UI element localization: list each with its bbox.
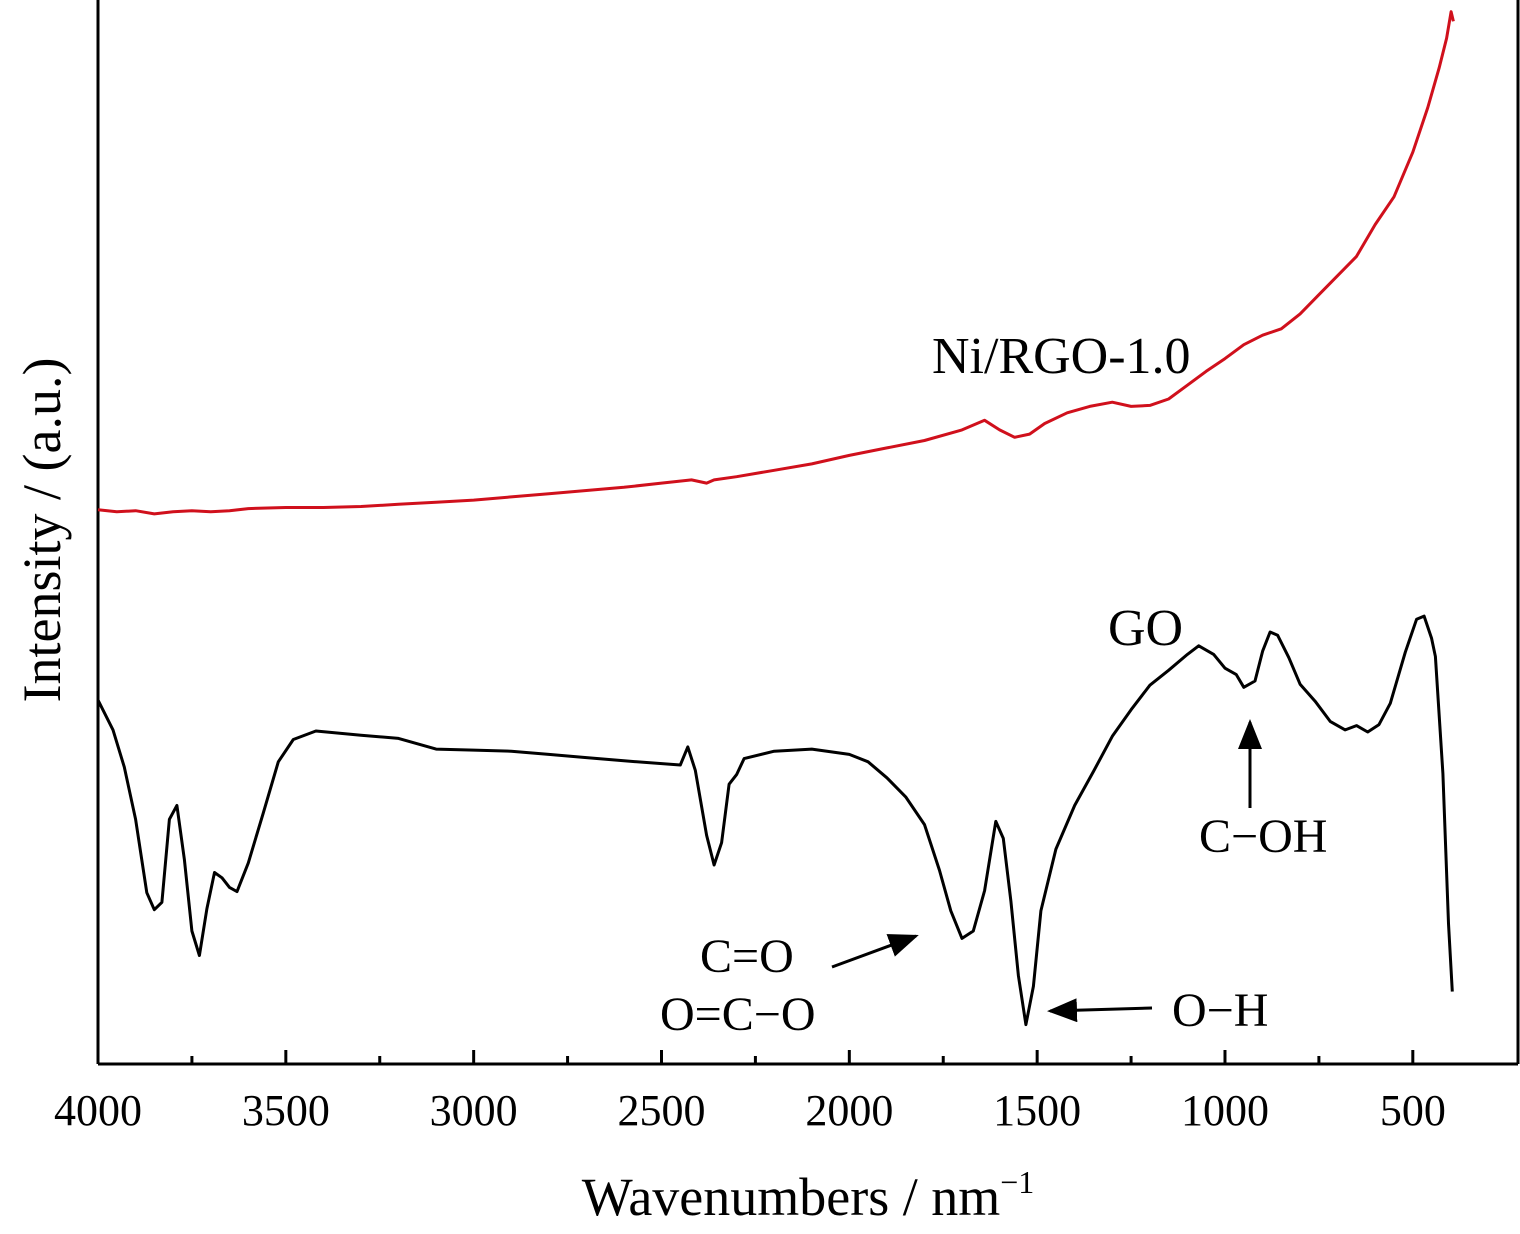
annotation-o-eq-c-o: O=C−O bbox=[660, 988, 815, 1041]
x-tick-label: 3500 bbox=[242, 1086, 330, 1135]
series-label-go: GO bbox=[1108, 600, 1183, 657]
annotation-c-oh: C−OH bbox=[1199, 810, 1327, 863]
x-tick-label: 3000 bbox=[430, 1086, 518, 1135]
series-group bbox=[96, 10, 1455, 1027]
x-tick-label: 500 bbox=[1380, 1086, 1446, 1135]
y-axis-title: Intensity / (a.u.) bbox=[12, 358, 72, 703]
x-axis-title: Wavenumbers / nm−1 bbox=[582, 1164, 1035, 1227]
series-label-ni-rgo: Ni/RGO-1.0 bbox=[932, 328, 1191, 385]
axes-frame bbox=[96, 0, 1520, 1066]
x-tick-label: 2500 bbox=[617, 1086, 705, 1135]
annotation-arrows bbox=[831, 719, 1262, 1023]
x-axis-title-text: Wavenumbers / nm bbox=[582, 1167, 1001, 1227]
series-line-go bbox=[96, 614, 1454, 1027]
x-tick-label: 1000 bbox=[1181, 1086, 1269, 1135]
annotation-c-eq-o: C=O bbox=[700, 930, 794, 983]
annotation-o-h: O−H bbox=[1172, 984, 1268, 1037]
arrow-o-h bbox=[1047, 998, 1153, 1023]
x-tick-label: 1500 bbox=[993, 1086, 1081, 1135]
x-ticks: 4000 3500 3000 2500 2000 1500 1000 500 bbox=[54, 1050, 1446, 1135]
x-axis-title-superscript: −1 bbox=[1000, 1164, 1034, 1200]
arrow-c-eq-o bbox=[831, 934, 919, 969]
series-line-ni-rgo bbox=[97, 10, 1455, 516]
x-tick-label: 2000 bbox=[805, 1086, 893, 1135]
x-tick-label: 4000 bbox=[54, 1086, 142, 1135]
